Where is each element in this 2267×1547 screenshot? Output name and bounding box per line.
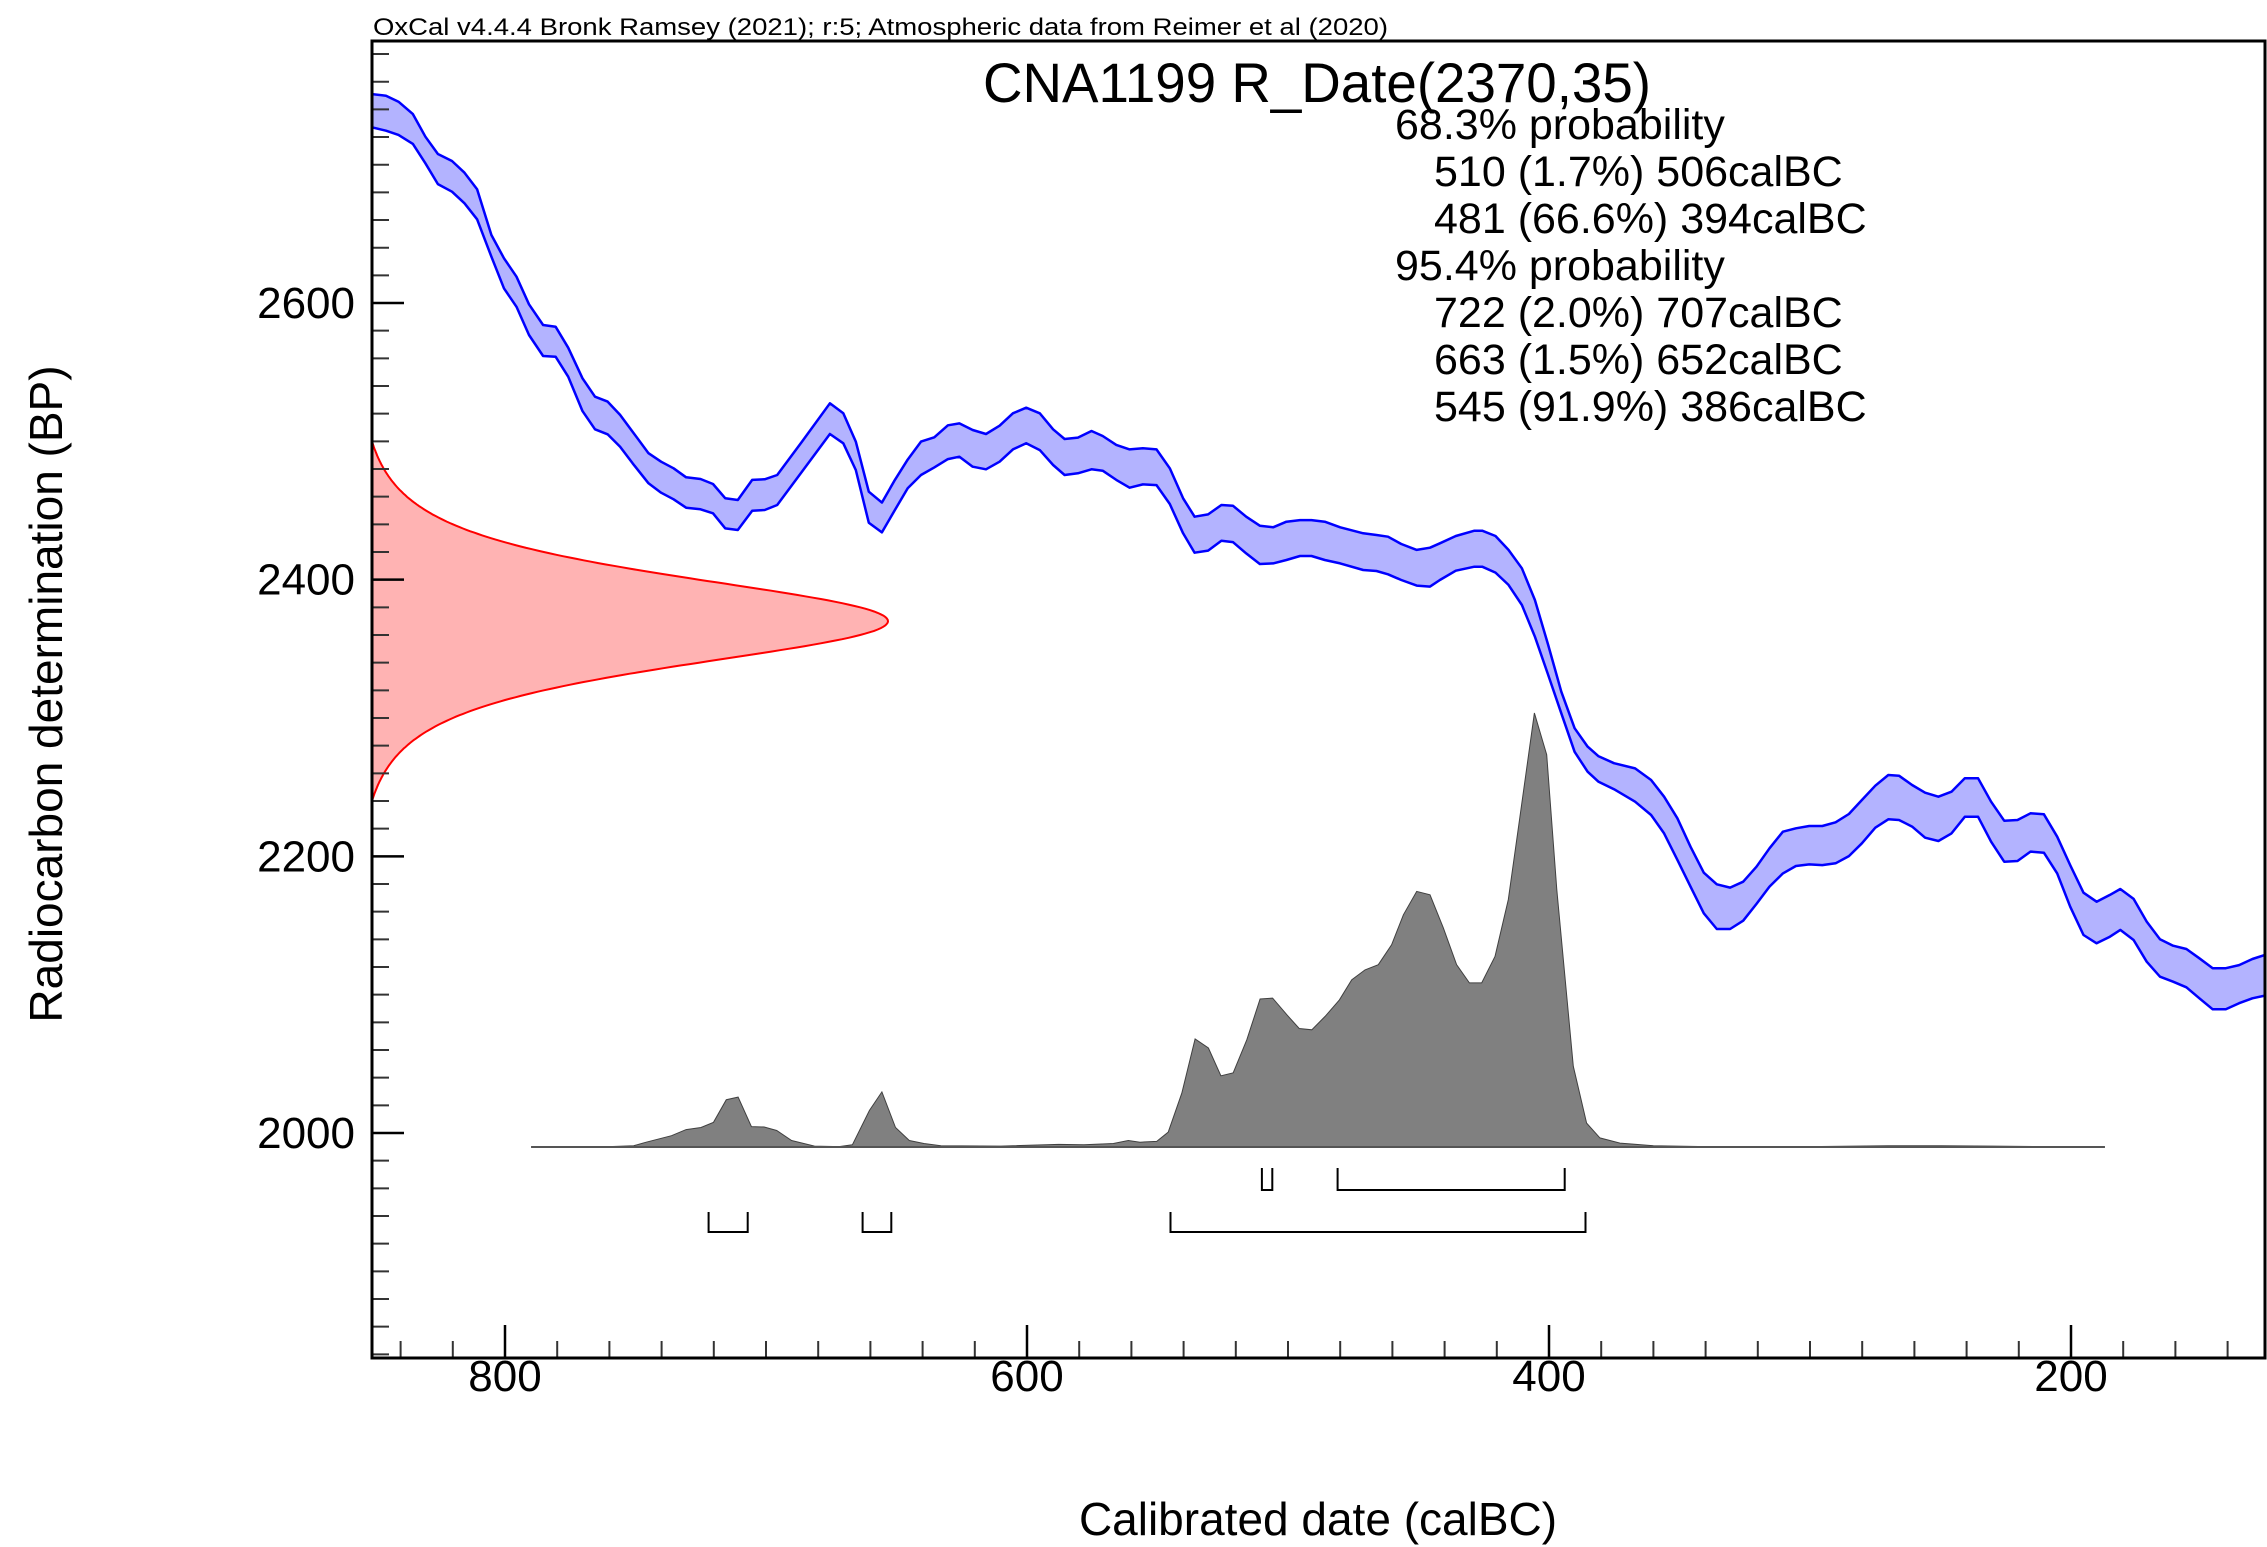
calibration-lower-line	[372, 126, 2265, 1011]
y-tick-label: 2000	[257, 1109, 355, 1158]
software-header: OxCal v4.4.4 Bronk Ramsey (2021); r:5; A…	[373, 14, 1388, 41]
calibration-upper-line	[372, 92, 2265, 970]
summary-heading-95: 95.4% probability	[1395, 242, 1725, 290]
calibration-band	[372, 94, 2265, 1010]
y-tick-label: 2400	[257, 556, 355, 605]
summary-range: 510 (1.7%) 506calBC	[1434, 148, 1843, 196]
radiocarbon-date-distribution	[372, 441, 890, 802]
plot-frame	[370, 39, 2267, 1360]
y-tick-label: 2600	[257, 279, 355, 328]
x-tick-label: 200	[2034, 1352, 2107, 1401]
chart-title: CNA1199 R_Date(2370,35)	[983, 51, 1651, 114]
summary-range: 545 (91.9%) 386calBC	[1434, 383, 1867, 431]
range-bracket-95	[861, 1212, 893, 1233]
plot-area	[372, 92, 2265, 1148]
y-axis-label: Radiocarbon determination (BP)	[20, 365, 72, 1022]
axes: 800 600 400 200 2000 2200 2400 2600	[257, 53, 2229, 1401]
summary-heading-68: 68.3% probability	[1395, 101, 1725, 149]
y-tick-label: 2200	[257, 832, 355, 881]
range-bracket-68	[1336, 1168, 1566, 1191]
range-bracket-95	[1169, 1212, 1587, 1233]
x-tick-label: 600	[990, 1352, 1063, 1401]
summary-range: 481 (66.6%) 394calBC	[1434, 195, 1867, 243]
probability-summary: 68.3% probability 510 (1.7%) 506calBC 48…	[1395, 101, 1867, 431]
calibrated-distribution	[531, 712, 2105, 1148]
summary-range: 663 (1.5%) 652calBC	[1434, 336, 1843, 384]
x-axis-label: Calibrated date (calBC)	[1079, 1493, 1557, 1545]
x-tick-label: 400	[1512, 1352, 1585, 1401]
range-bracket-68	[1260, 1168, 1274, 1191]
range-bracket-95	[707, 1212, 749, 1233]
summary-range: 722 (2.0%) 707calBC	[1434, 289, 1843, 337]
x-tick-label: 800	[468, 1352, 541, 1401]
